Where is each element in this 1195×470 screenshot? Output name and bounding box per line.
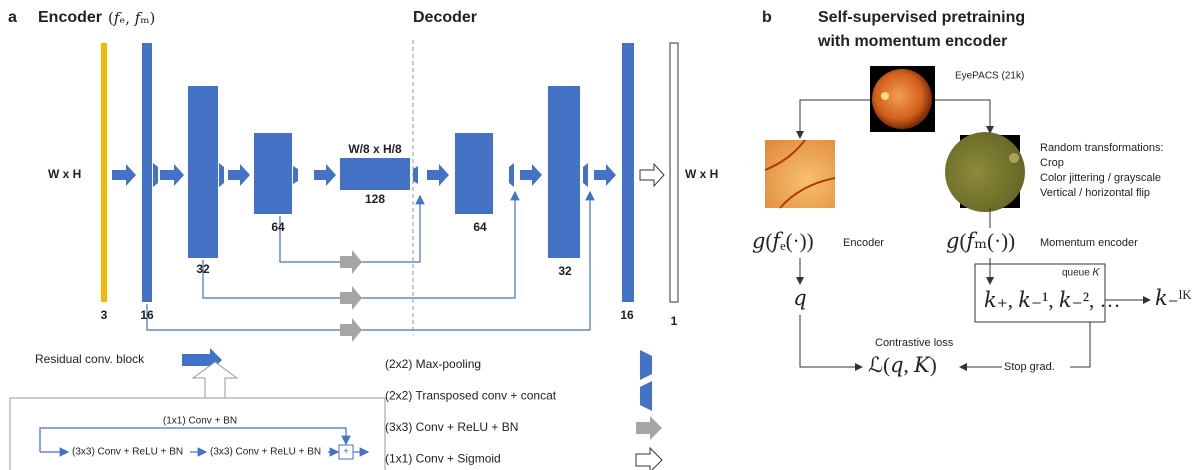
bottleneck-size: W/8 x H/8 — [348, 142, 402, 156]
stop-grad: Stop grad. — [1004, 361, 1055, 373]
figure: a Encoder (𝑓ₑ, 𝑓ₘ) Decoder W x H W x H W… — [0, 0, 1195, 470]
momentum-formula: 𝑔(𝑓ₘ(·)) — [946, 229, 1015, 253]
legend-icon — [636, 448, 662, 470]
queue-label: queue 𝐾 — [1062, 268, 1101, 279]
legend-label: (2x2) Max-pooling — [385, 357, 481, 371]
feature-map — [340, 158, 410, 190]
sigmoid-arrow — [640, 164, 664, 186]
fundus — [872, 69, 932, 129]
loss: ℒ(𝑞, 𝐾) — [868, 353, 937, 377]
encoder-params: (𝑓ₑ, 𝑓ₘ) — [108, 9, 155, 27]
query: 𝑞 — [793, 286, 806, 310]
loss-label: Contrastive loss — [875, 337, 954, 349]
legend-icon — [636, 416, 662, 440]
title: Self-supervised pretraining — [818, 9, 1025, 26]
channel-count: 1 — [671, 314, 678, 328]
crop-image — [765, 140, 835, 208]
feature-map — [101, 43, 107, 302]
skip-conv: (1x1) Conv + BN — [163, 416, 237, 427]
feature-map — [254, 133, 292, 214]
feature-map — [548, 86, 580, 258]
channel-count: 3 — [101, 308, 108, 322]
legend-icon — [640, 350, 652, 380]
legend-label: (3x3) Conv + ReLU + BN — [385, 420, 518, 434]
channel-count: 128 — [365, 192, 385, 206]
feature-map — [455, 133, 493, 214]
feature-map — [188, 86, 218, 258]
panel-label: b — [762, 9, 772, 26]
add: + — [343, 447, 349, 458]
legend-label: (2x2) Transposed conv + concat — [385, 389, 557, 403]
output-map — [670, 43, 678, 302]
keys: 𝑘₊, 𝑘₋¹, 𝑘₋², … — [984, 288, 1121, 312]
transformation: Crop — [1040, 157, 1064, 169]
residual-box — [10, 398, 385, 470]
dataset: EyePACS (21k) — [955, 71, 1024, 82]
input-size: W x H — [48, 167, 81, 181]
last-key: 𝑘₋ˡᴷ — [1155, 286, 1192, 310]
decoder-title: Decoder — [413, 9, 477, 26]
conv-1: (3x3) Conv + ReLU + BN — [72, 447, 183, 458]
channel-count: 16 — [140, 308, 154, 322]
panel-label: a — [8, 9, 17, 26]
encoder-label: Encoder — [843, 237, 884, 249]
encoder-title: Encoder — [38, 9, 102, 26]
transformation: Vertical / horizontal flip — [1040, 187, 1150, 199]
channel-count: 32 — [196, 262, 210, 276]
channel-count: 64 — [271, 220, 285, 234]
output-size: W x H — [685, 167, 718, 181]
momentum-label: Momentum encoder — [1040, 237, 1138, 249]
legend-icon — [640, 381, 652, 411]
channel-count: 64 — [473, 220, 487, 234]
feature-map — [142, 43, 152, 302]
expand-arrow — [193, 362, 237, 398]
feature-map — [622, 43, 634, 302]
transformation: Color jittering / grayscale — [1040, 172, 1161, 184]
residual-label: Residual conv. block — [35, 352, 145, 366]
legend-label: (1x1) Conv + Sigmoid — [385, 452, 501, 466]
channel-count: 16 — [620, 308, 634, 322]
conv-2: (3x3) Conv + ReLU + BN — [210, 447, 321, 458]
transformation: Random transformations: — [1040, 142, 1164, 154]
title: with momentum encoder — [817, 33, 1007, 50]
encoder-formula: 𝑔(𝑓ₑ(·)) — [752, 229, 814, 253]
channel-count: 32 — [558, 264, 572, 278]
